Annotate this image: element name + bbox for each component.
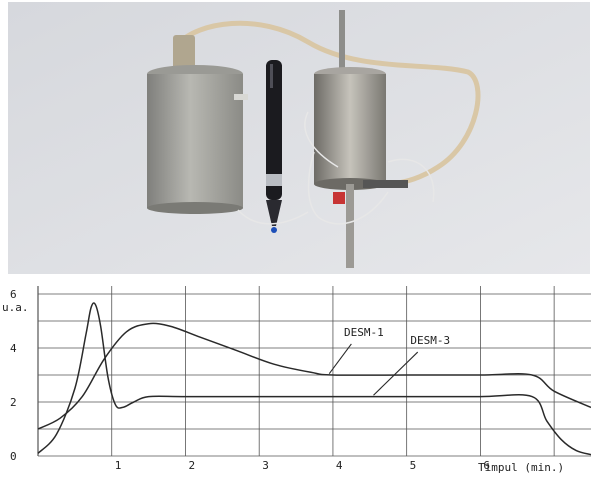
series-line-desm-3: [37, 302, 591, 456]
sensor-photo: [8, 2, 590, 274]
y-axis-label: u.a.: [2, 301, 29, 314]
annotation-label-desm-1: DESM-1: [344, 326, 384, 339]
annotation-leader: [328, 343, 352, 374]
chart-series: [37, 302, 591, 456]
x-axis-label: Timpul (min.): [478, 461, 564, 474]
y-tick-label: 4: [10, 342, 17, 355]
annotation-label-desm-3: DESM-3: [410, 334, 450, 347]
x-tick-label: 2: [188, 459, 195, 472]
x-tick-label: 5: [410, 459, 417, 472]
y-tick-label: 0: [10, 450, 17, 463]
x-tick-label: 1: [115, 459, 122, 472]
x-tick-label: 6: [483, 459, 490, 472]
y-tick-label: 2: [10, 396, 17, 409]
chart-annotations: DESM-1 DESM-3: [328, 326, 450, 396]
series-line-desm-1: [37, 322, 591, 430]
pen: [266, 60, 282, 233]
sensor-desm-3: [314, 67, 408, 268]
x-tick-label: 4: [336, 459, 343, 472]
sensor-photo-illustration: [8, 2, 590, 274]
sensor-desm-1: [147, 35, 248, 214]
chart-grid: [37, 286, 591, 457]
chart-tick-labels: 1 2 3 4 5 6 0 2 4 6: [10, 288, 490, 472]
x-tick-label: 3: [262, 459, 269, 472]
annotation-leader: [373, 351, 419, 396]
y-tick-label: 6: [10, 288, 17, 301]
